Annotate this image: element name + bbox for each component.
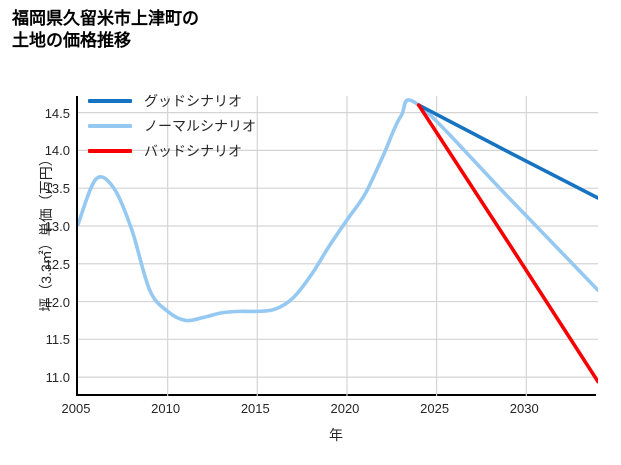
y-axis-tick-label: 14.5 <box>44 105 70 121</box>
series-line <box>78 98 598 323</box>
x-axis-tick-label: 2005 <box>61 401 91 416</box>
legend-swatch-icon <box>88 149 132 153</box>
x-axis-tick-label: 2030 <box>509 401 539 416</box>
x-axis-tick-label: 2020 <box>330 401 360 416</box>
y-axis-tick-label: 12.0 <box>44 294 70 310</box>
y-axis-tick-label: 13.5 <box>44 181 70 197</box>
y-axis-tick-labels: 11.0 11.5 12.0 12.5 13.0 13.5 14.0 14.5 <box>22 96 70 396</box>
x-axis-title: 年 <box>329 427 343 443</box>
legend-swatch-icon <box>88 124 132 128</box>
y-axis-tick-label: 11.0 <box>45 370 70 386</box>
x-axis-tick-label: 2025 <box>420 401 450 416</box>
legend-item-label: バッドシナリオ <box>144 143 242 159</box>
y-axis-tick-label: 12.5 <box>44 256 70 272</box>
legend-swatch-icon <box>88 99 132 103</box>
y-axis-title: 坪（3.3㎡）単価（万円） <box>38 152 54 312</box>
y-axis-tick-label: 11.5 <box>45 332 70 348</box>
x-axis-tick-labels: 2005 2010 2015 2020 2025 2030 <box>62 401 596 422</box>
chart-canvas <box>78 96 598 396</box>
legend-item[interactable]: バッドシナリオ <box>88 142 256 160</box>
y-axis-tick-label: 14.0 <box>44 143 70 159</box>
chart-legend: グッドシナリオ ノーマルシナリオ バッドシナリオ <box>88 92 256 160</box>
y-axis-tick-label: 13.0 <box>44 218 70 234</box>
series-line <box>416 103 598 384</box>
x-axis-tick-label: 2015 <box>240 401 270 416</box>
legend-item[interactable]: ノーマルシナリオ <box>88 117 256 135</box>
legend-item[interactable]: グッドシナリオ <box>88 92 256 110</box>
gridlines <box>78 96 598 396</box>
legend-item-label: ノーマルシナリオ <box>144 118 256 134</box>
legend-item-label: グッドシナリオ <box>144 93 242 109</box>
page-title: 福岡県久留米市上津町の 土地の価格推移 <box>12 9 199 51</box>
plot-area <box>76 96 598 396</box>
x-axis-tick-label: 2010 <box>151 401 181 416</box>
series-line <box>416 103 598 200</box>
